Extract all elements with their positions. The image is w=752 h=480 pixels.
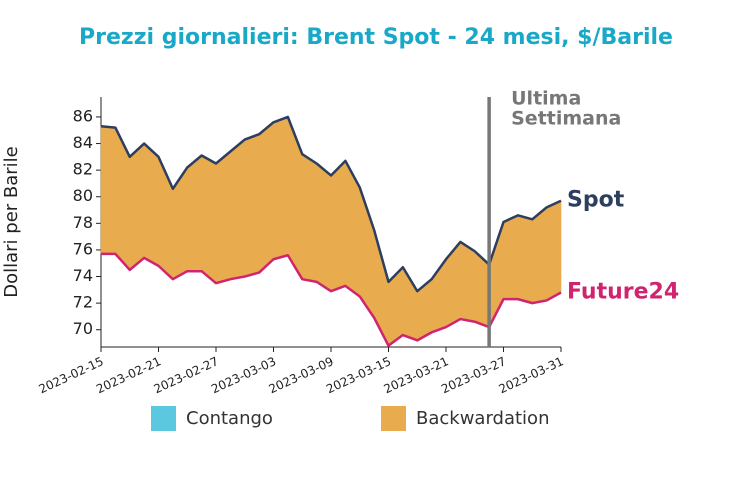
x-tick-label: 2023-03-09 bbox=[267, 354, 336, 396]
chart-title: Prezzi giornalieri: Brent Spot - 24 mesi… bbox=[79, 25, 673, 50]
spread-area bbox=[301, 153, 317, 283]
spread-area bbox=[316, 162, 332, 292]
spread-area bbox=[230, 138, 246, 280]
marker-label: Settimana bbox=[511, 108, 621, 130]
x-tick-label: 2023-02-15 bbox=[37, 354, 106, 396]
x-tick-label: 2023-02-27 bbox=[152, 354, 221, 396]
spread-area bbox=[115, 127, 131, 271]
y-tick-label: 76 bbox=[73, 239, 93, 258]
spread-area bbox=[100, 125, 116, 255]
spread-area bbox=[143, 142, 159, 267]
series-line bbox=[100, 115, 562, 293]
y-tick-label: 86 bbox=[73, 106, 93, 125]
y-tick-label: 78 bbox=[73, 213, 93, 232]
x-tick-label: 2023-03-03 bbox=[209, 354, 278, 396]
legend-swatch bbox=[151, 406, 176, 431]
x-tick-label: 2023-03-15 bbox=[324, 354, 393, 396]
y-tick-label: 72 bbox=[73, 293, 93, 312]
series-label: Future24 bbox=[567, 279, 679, 304]
x-tick-label: 2023-03-31 bbox=[497, 354, 566, 396]
spread-area bbox=[129, 142, 145, 271]
spread-area bbox=[215, 150, 231, 284]
marker-label: Ultima bbox=[511, 88, 581, 110]
spread-area bbox=[531, 206, 547, 304]
spread-area bbox=[201, 155, 217, 284]
spread-area bbox=[460, 241, 476, 323]
spread-area bbox=[517, 214, 533, 304]
x-tick-label: 2023-02-21 bbox=[94, 354, 163, 396]
spread-area bbox=[273, 116, 289, 260]
y-axis-label: Dollari per Barile bbox=[1, 146, 22, 298]
y-tick-label: 74 bbox=[73, 266, 93, 285]
spread-area bbox=[330, 160, 346, 292]
spread-area bbox=[244, 133, 260, 277]
spread-area bbox=[186, 154, 202, 272]
legend-label: Contango bbox=[186, 408, 273, 429]
x-tick-label: 2023-03-21 bbox=[382, 354, 451, 396]
y-tick-label: 80 bbox=[73, 186, 93, 205]
y-tick-label: 84 bbox=[73, 133, 93, 152]
y-tick-label: 70 bbox=[73, 319, 93, 338]
x-tick-label: 2023-03-27 bbox=[439, 354, 508, 396]
legend-label: Backwardation bbox=[416, 408, 549, 429]
spread-area bbox=[287, 116, 303, 281]
series-line bbox=[101, 252, 562, 347]
spread-area bbox=[258, 121, 274, 274]
spread-area bbox=[546, 200, 562, 301]
spread-area bbox=[373, 229, 389, 346]
spread-area bbox=[503, 214, 519, 300]
series-label: Spot bbox=[567, 188, 625, 213]
legend-swatch bbox=[381, 406, 406, 431]
y-tick-label: 82 bbox=[73, 160, 93, 179]
